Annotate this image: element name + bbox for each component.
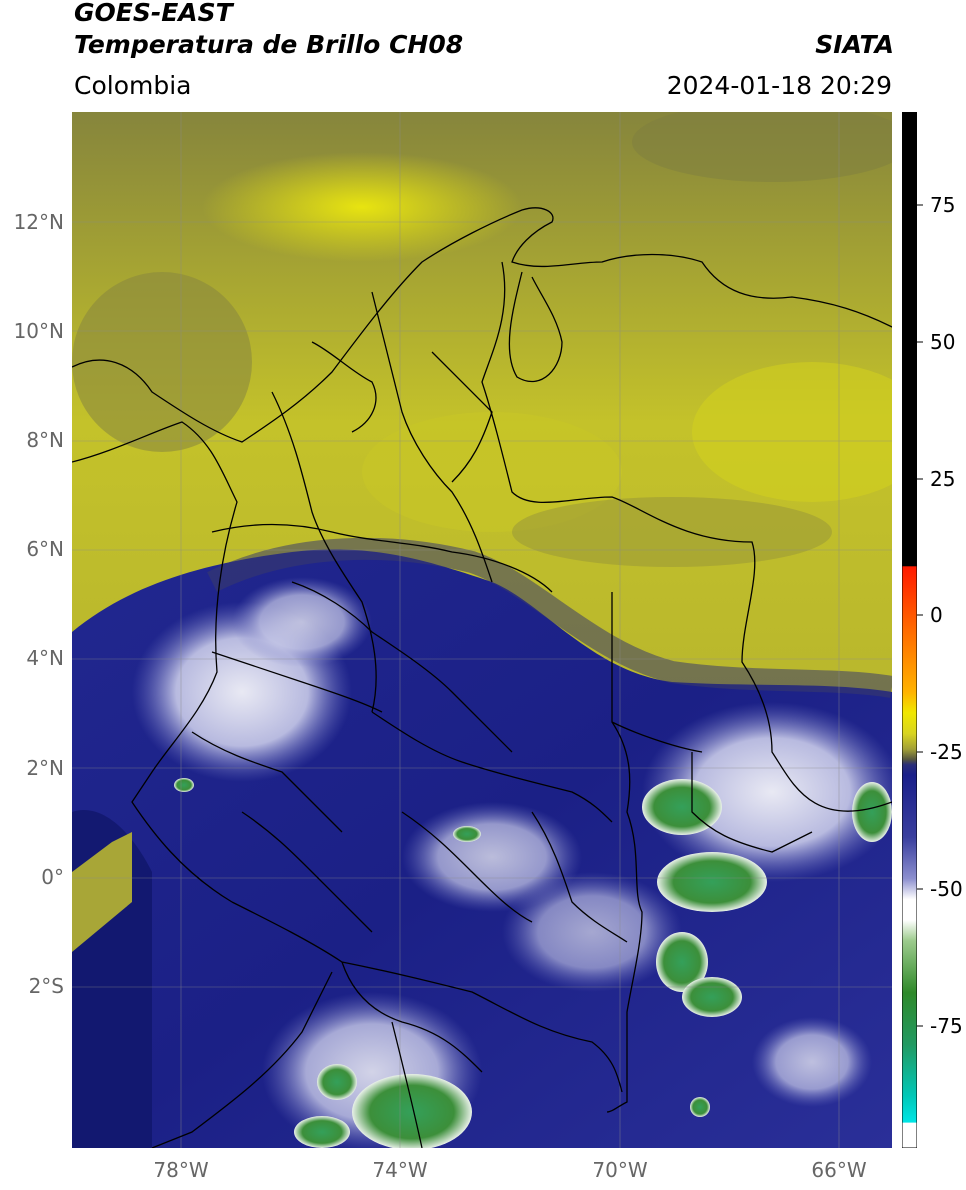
brightness-temperature-field — [72, 112, 892, 1148]
graticule — [72, 112, 892, 1148]
colorbar-tick-neg75: -75 — [930, 1014, 963, 1038]
lat-label-0: 0° — [41, 865, 64, 889]
lat-label-6n: 6°N — [26, 537, 64, 561]
colorbar-tick-0: 0 — [930, 603, 943, 627]
borders — [72, 207, 892, 1148]
colorbar-tick-75: 75 — [930, 193, 956, 217]
lat-label-2s: 2°S — [28, 974, 64, 998]
lon-label-74w: 74°W — [372, 1158, 428, 1182]
region-label: Colombia — [74, 71, 192, 100]
title-line1: GOES-EAST — [74, 0, 233, 27]
title-line2: Temperatura de Brillo CH08 — [74, 30, 464, 59]
source-label: SIATA — [815, 30, 894, 59]
colorbar — [901, 111, 918, 1149]
lat-label-10n: 10°N — [13, 319, 64, 343]
lon-label-66w: 66°W — [811, 1158, 867, 1182]
lat-label-12n: 12°N — [13, 210, 64, 234]
lat-label-8n: 8°N — [26, 428, 64, 452]
lon-label-78w: 78°W — [153, 1158, 209, 1182]
lat-label-2n: 2°N — [26, 756, 64, 780]
colorbar-tick-neg50: -50 — [930, 877, 963, 901]
lon-label-70w: 70°W — [592, 1158, 648, 1182]
colorbar-tick-neg25: -25 — [930, 740, 963, 764]
colorbar-tick-25: 25 — [930, 467, 956, 491]
colorbar-gradient — [901, 111, 918, 1149]
colorbar-tick-50: 50 — [930, 330, 956, 354]
datetime-label: 2024-01-18 20:29 — [666, 71, 892, 100]
satellite-map — [72, 112, 892, 1148]
lat-label-4n: 4°N — [26, 646, 64, 670]
colorbar-ticks — [917, 204, 923, 1027]
